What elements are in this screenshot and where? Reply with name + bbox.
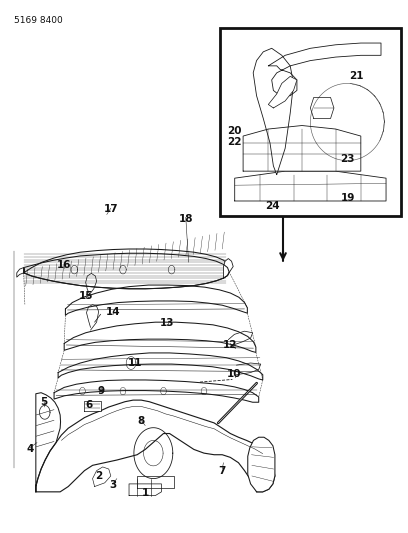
Text: 22: 22 <box>227 137 242 147</box>
Text: 3: 3 <box>109 480 116 490</box>
Text: 19: 19 <box>341 192 355 203</box>
Polygon shape <box>84 401 101 411</box>
Polygon shape <box>224 259 233 278</box>
Text: 12: 12 <box>223 340 237 350</box>
Polygon shape <box>268 43 381 96</box>
Polygon shape <box>248 437 275 492</box>
Text: 5169 8400: 5169 8400 <box>13 16 62 25</box>
Text: 14: 14 <box>106 306 120 317</box>
Polygon shape <box>310 98 334 118</box>
Bar <box>220 28 401 216</box>
Text: 5: 5 <box>40 397 48 407</box>
Polygon shape <box>253 49 293 175</box>
Text: 15: 15 <box>79 290 94 301</box>
Text: 10: 10 <box>227 369 242 378</box>
Text: 7: 7 <box>219 466 226 475</box>
Polygon shape <box>268 76 297 108</box>
Polygon shape <box>58 353 263 380</box>
Text: 23: 23 <box>341 154 355 164</box>
Text: 11: 11 <box>128 358 142 368</box>
Text: 13: 13 <box>160 318 175 328</box>
Polygon shape <box>137 476 174 488</box>
Text: 18: 18 <box>179 214 193 224</box>
Text: 17: 17 <box>104 204 118 214</box>
Polygon shape <box>24 249 229 289</box>
Polygon shape <box>129 484 162 496</box>
Polygon shape <box>93 467 111 487</box>
Polygon shape <box>36 393 60 492</box>
Text: 9: 9 <box>97 386 104 396</box>
Polygon shape <box>54 380 259 402</box>
Text: 16: 16 <box>57 260 71 270</box>
Polygon shape <box>65 285 247 316</box>
Text: 2: 2 <box>95 471 102 481</box>
Text: 8: 8 <box>137 416 145 426</box>
Text: 4: 4 <box>26 445 33 455</box>
Text: 1: 1 <box>142 488 149 498</box>
Text: 21: 21 <box>349 70 363 80</box>
Polygon shape <box>64 322 256 352</box>
Polygon shape <box>17 268 24 277</box>
Polygon shape <box>243 126 361 171</box>
Text: 24: 24 <box>266 200 280 211</box>
Polygon shape <box>36 400 275 492</box>
Text: 6: 6 <box>85 400 92 410</box>
Polygon shape <box>235 171 386 201</box>
Text: 20: 20 <box>227 126 242 136</box>
